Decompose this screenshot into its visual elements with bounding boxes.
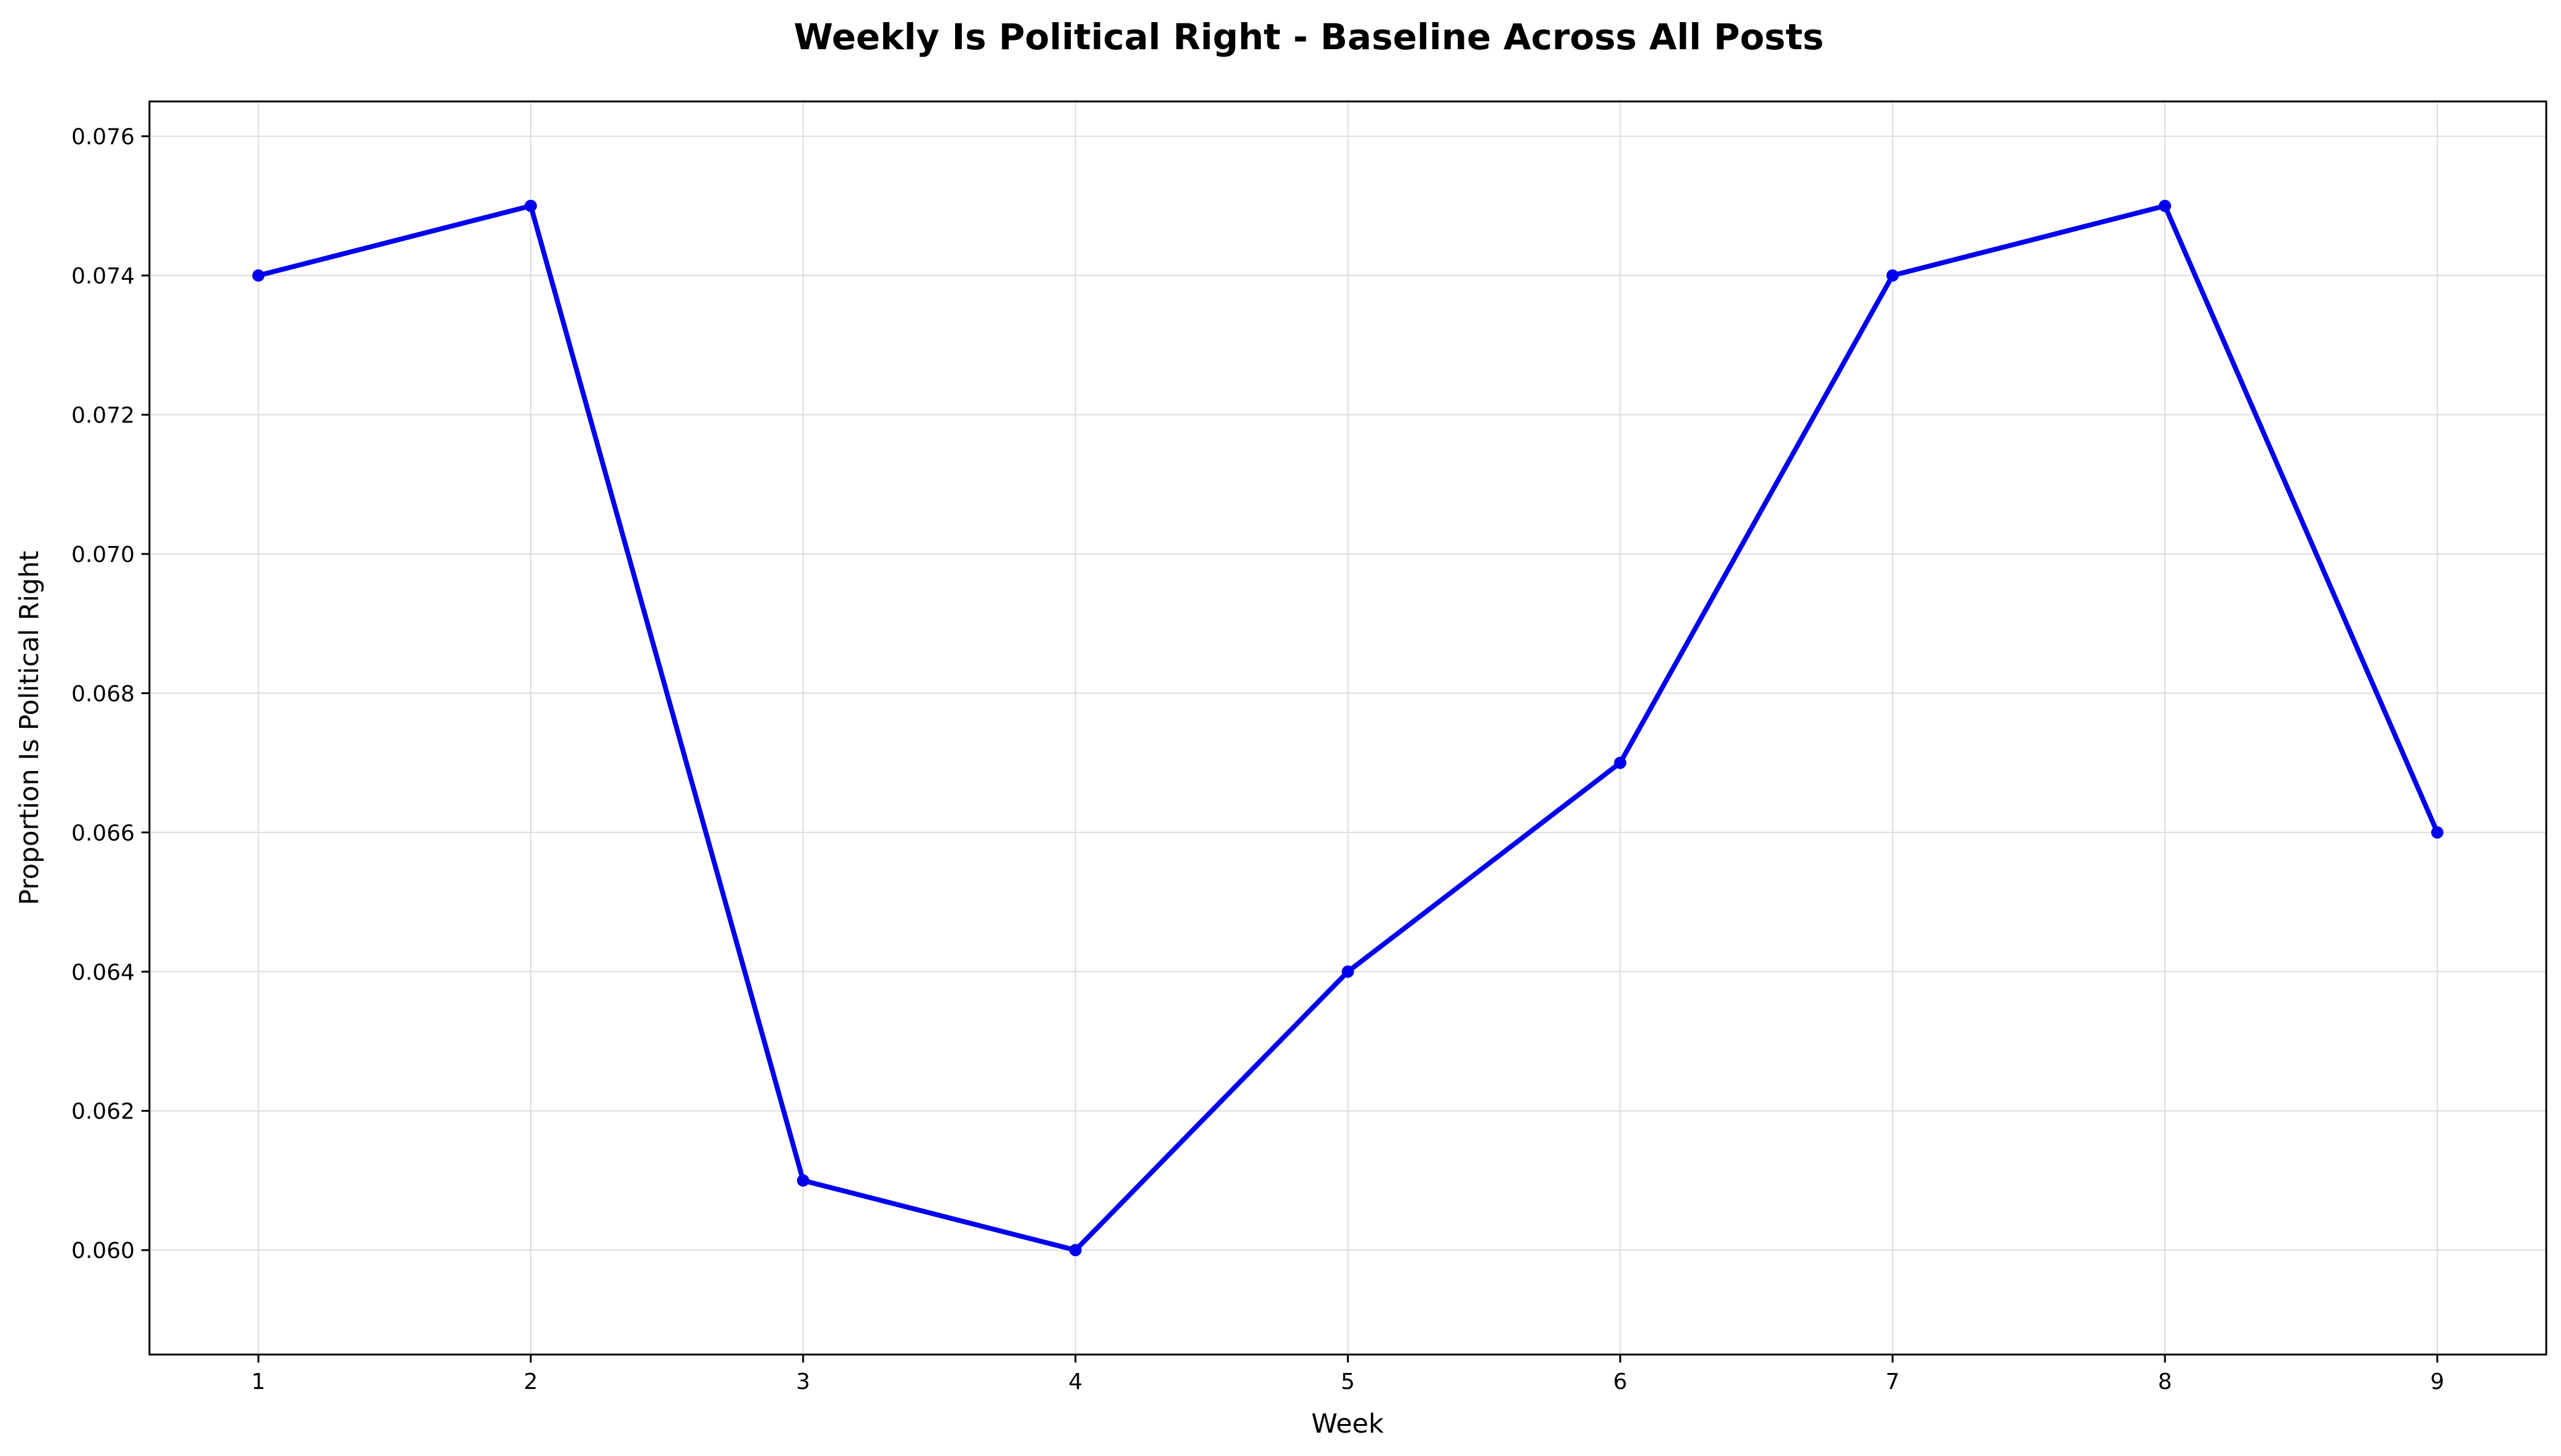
y-tick-label: 0.064: [71, 960, 135, 985]
x-tick-label: 9: [2430, 1369, 2444, 1395]
data-point: [1614, 756, 1627, 769]
data-point: [2159, 199, 2172, 212]
y-tick-label: 0.074: [71, 264, 135, 289]
x-axis: 1 2 3 4 5 6 7 8 9: [252, 1355, 2444, 1395]
x-tick-label: 4: [1068, 1369, 1082, 1395]
series-layer: [252, 199, 2444, 1257]
data-point: [2431, 826, 2444, 839]
data-point: [252, 269, 265, 282]
y-tick-label: 0.068: [71, 681, 135, 706]
y-axis: 0.060 0.062 0.064 0.066 0.068 0.070 0.072 0.074…: [71, 125, 149, 1264]
x-axis-title: Week: [1311, 1409, 1384, 1439]
x-tick-label: 6: [1613, 1369, 1627, 1395]
y-tick-label: 0.072: [71, 403, 135, 429]
x-tick-label: 1: [252, 1369, 266, 1395]
data-point: [524, 199, 537, 212]
y-tick-label: 0.076: [71, 125, 135, 150]
x-tick-label: 7: [1886, 1369, 1900, 1395]
data-point: [1886, 269, 1899, 282]
y-tick-label: 0.070: [71, 542, 135, 568]
data-point: [1341, 965, 1354, 978]
y-tick-label: 0.060: [71, 1238, 135, 1264]
x-tick-label: 3: [796, 1369, 810, 1395]
data-point: [796, 1174, 809, 1187]
y-tick-label: 0.066: [71, 821, 135, 846]
y-axis-title: Proportion Is Political Right: [14, 551, 45, 906]
x-tick-label: 5: [1341, 1369, 1355, 1395]
x-tick-label: 2: [524, 1369, 538, 1395]
x-tick-label: 8: [2158, 1369, 2172, 1395]
grid-lines: [149, 101, 2546, 1355]
data-point: [1069, 1244, 1082, 1257]
y-tick-label: 0.062: [71, 1099, 135, 1125]
chart-title: Weekly Is Political Right - Baseline Acr…: [794, 16, 1824, 58]
